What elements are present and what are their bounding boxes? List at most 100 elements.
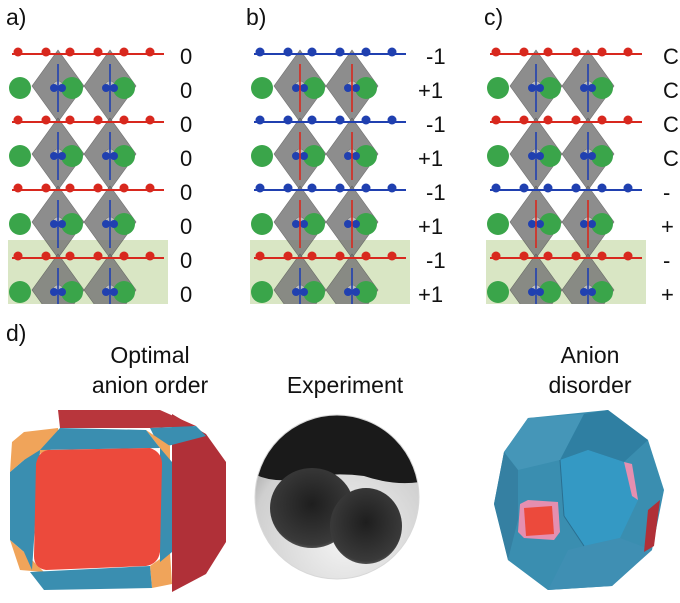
anion: [623, 251, 633, 261]
anion: [543, 183, 553, 193]
anion: [110, 84, 118, 92]
facet-pink-small: [624, 462, 638, 500]
panel-label-a: a): [6, 4, 27, 30]
a-cation: [113, 213, 135, 235]
a-cation: [61, 77, 83, 99]
anion: [93, 47, 103, 57]
anion: [13, 183, 23, 193]
a-cation: [487, 213, 509, 235]
anion: [50, 152, 58, 160]
anion: [571, 183, 581, 193]
a-cation: [9, 281, 31, 303]
anion: [93, 115, 103, 125]
anion: [65, 251, 75, 261]
anion: [335, 251, 345, 261]
a-cation: [591, 281, 613, 303]
tem-dark-top: [255, 415, 419, 484]
anion: [50, 84, 58, 92]
charge-label: -1: [426, 112, 446, 137]
anion: [65, 47, 75, 57]
anion: [387, 251, 397, 261]
anion: [335, 115, 345, 125]
a-cation: [355, 213, 377, 235]
anion: [588, 288, 596, 296]
a-cation: [487, 145, 509, 167]
anion: [110, 220, 118, 228]
anion: [255, 47, 265, 57]
anion: [491, 115, 501, 125]
facet-hex: [560, 450, 638, 546]
a-cation: [113, 281, 135, 303]
caption-experiment: Experiment: [265, 370, 425, 400]
anion: [283, 47, 293, 57]
caption-line: disorder: [548, 372, 632, 398]
facet-left: [494, 452, 518, 560]
facet-corner-tl: [10, 428, 60, 472]
anion: [145, 115, 155, 125]
anion: [119, 115, 129, 125]
anion: [623, 183, 633, 193]
anion: [119, 251, 129, 261]
anion: [145, 47, 155, 57]
facet-corner-tr: [146, 430, 170, 468]
caption-line: Anion: [560, 342, 620, 368]
caption-line: anion order: [91, 372, 209, 398]
anion: [387, 115, 397, 125]
a-cation: [113, 145, 135, 167]
anion: [255, 183, 265, 193]
anion: [283, 251, 293, 261]
charge-label: -: [663, 180, 671, 205]
anion: [145, 183, 155, 193]
facet-red-square: [524, 506, 554, 536]
a-cation: [251, 281, 273, 303]
anion: [352, 84, 360, 92]
charge-label: +1: [418, 214, 444, 239]
caption-optimal-anion-order: Optimal anion order: [50, 340, 250, 400]
anion: [65, 115, 75, 125]
facet-top-left: [504, 414, 584, 470]
charge-label: C: [663, 112, 679, 137]
anion: [528, 152, 536, 160]
anion: [491, 251, 501, 261]
anion: [580, 84, 588, 92]
panel-label-c: c): [484, 4, 504, 30]
anion: [352, 152, 360, 160]
anion: [300, 220, 308, 228]
facet-bottom-strip: [30, 566, 152, 590]
anion: [588, 152, 596, 160]
anion: [102, 288, 110, 296]
anion: [519, 115, 529, 125]
anion: [102, 152, 110, 160]
charge-label: 0: [180, 112, 193, 137]
crystal-structure-c: [486, 47, 646, 304]
anion: [536, 152, 544, 160]
anion: [58, 152, 66, 160]
anion: [352, 288, 360, 296]
caption-line: Optimal: [110, 342, 190, 368]
anion: [58, 220, 66, 228]
anion-disorder-crystal: [494, 410, 664, 590]
facet-corner-br: [150, 552, 172, 588]
facet-top: [58, 410, 196, 428]
anion: [519, 183, 529, 193]
a-cation: [539, 213, 561, 235]
charge-label: C: [663, 78, 679, 103]
anion: [571, 47, 581, 57]
anion: [571, 115, 581, 125]
a-cation: [591, 145, 613, 167]
anion: [93, 183, 103, 193]
anion: [102, 84, 110, 92]
a-cation: [355, 77, 377, 99]
anion: [255, 251, 265, 261]
a-cation: [113, 77, 135, 99]
charge-label: 0: [180, 146, 193, 171]
anion: [300, 84, 308, 92]
charge-label: +1: [418, 282, 444, 307]
charge-label: 0: [180, 214, 193, 239]
anion: [536, 288, 544, 296]
anion: [361, 47, 371, 57]
a-cation: [9, 145, 31, 167]
anion: [344, 84, 352, 92]
a-cation: [9, 213, 31, 235]
a-cation: [539, 145, 561, 167]
